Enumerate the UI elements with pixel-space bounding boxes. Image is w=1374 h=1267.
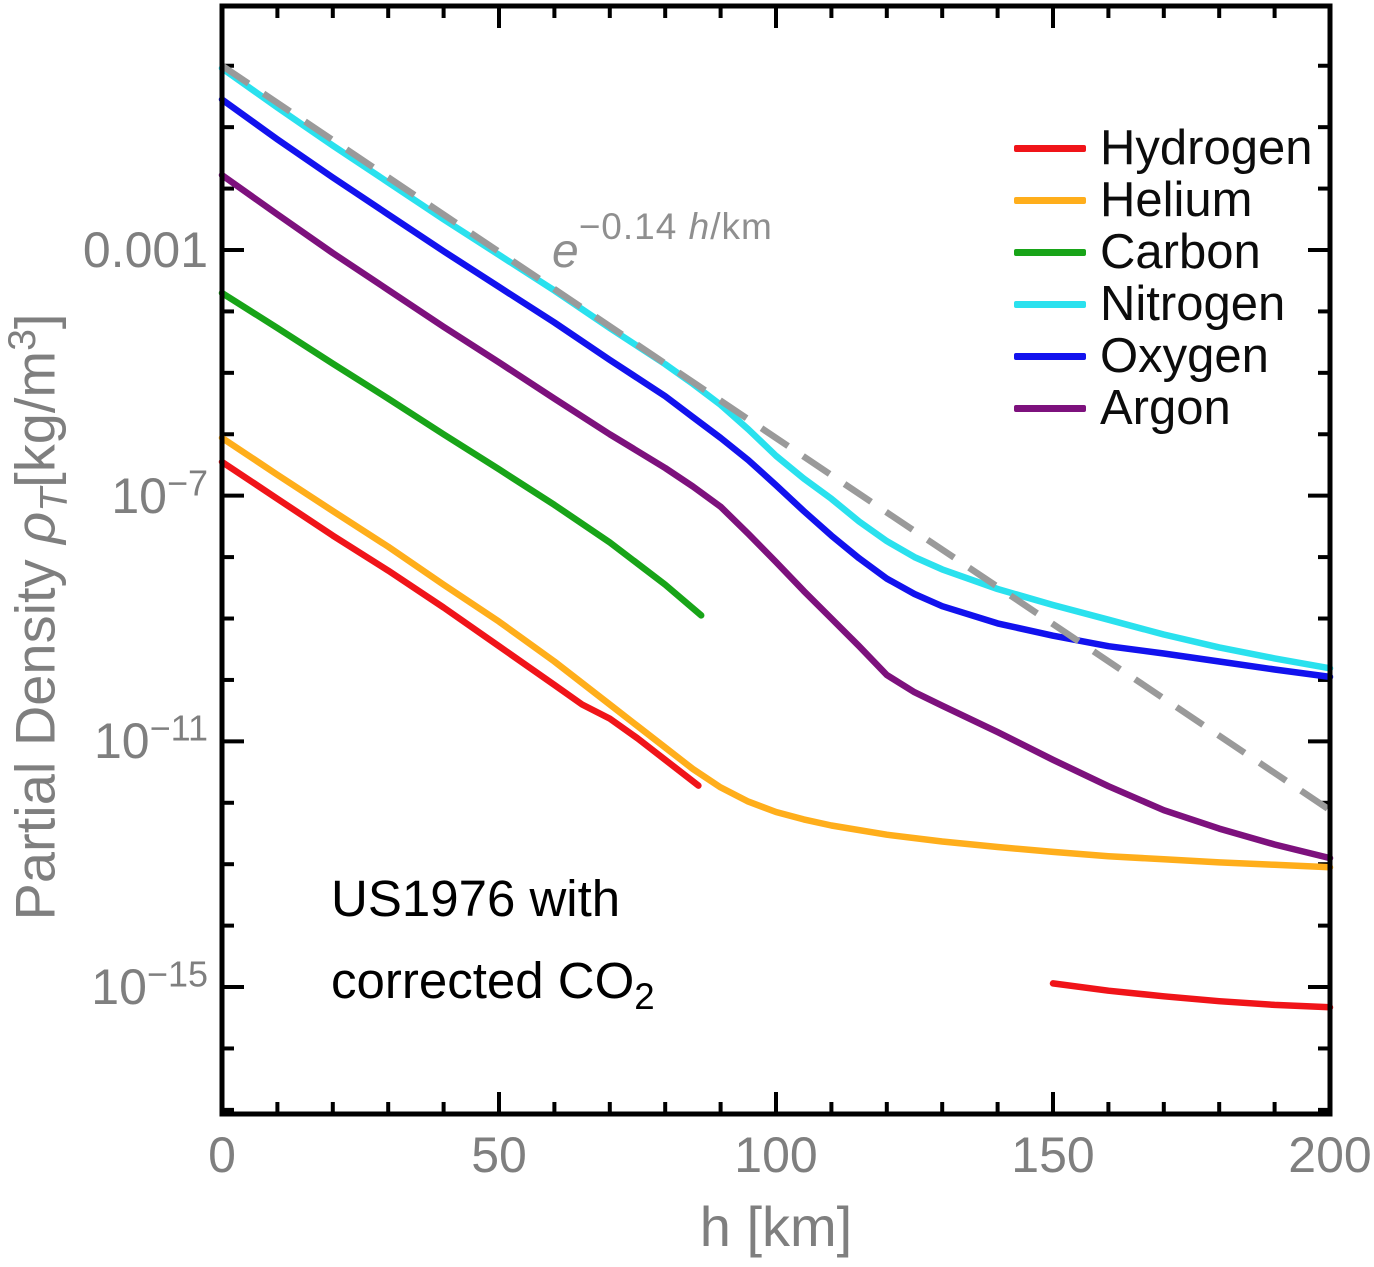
model-annotation: US1976 with corrected CO2 [331,858,655,1038]
legend-item-oxygen: Oxygen [1014,330,1312,382]
nitrogen-line-swatch [1014,300,1086,308]
curve-hydrogen-seg1 [218,458,702,789]
curve-nitrogen [218,64,1334,672]
x-tick-label-150: 150 [1011,1127,1095,1183]
plot-frame [219,3,1333,1117]
curve-carbon [218,289,705,619]
legend-label: Hydrogen [1100,121,1313,175]
x-tick-label-0: 0 [208,1127,236,1183]
oxygen-line-swatch [1014,352,1086,360]
y-tick-label-1e-15: 10−15 [91,953,208,1015]
model-annotation-line2: corrected CO2 [331,952,655,1018]
y-tick-label-1e-7: 10−7 [111,462,208,524]
legend-item-nitrogen: Nitrogen [1014,278,1312,330]
argon-line-swatch [1014,404,1086,412]
curve-argon [218,171,1334,862]
legend-item-carbon: Carbon [1014,226,1312,278]
curve-e-0-14-h-km-reference [220,63,1332,813]
legend-item-helium: Helium [1014,174,1312,226]
x-axis-label: h [km] [699,1195,853,1258]
legend-item-hydrogen: Hydrogen [1014,122,1312,174]
legend-label: Nitrogen [1100,277,1286,331]
legend-label: Carbon [1100,225,1261,279]
y-tick-label-0.001: 0.001 [82,222,208,278]
legend-label: Argon [1100,381,1231,435]
curve-oxygen [218,96,1334,681]
legend-label: Oxygen [1100,329,1269,383]
carbon-line-swatch [1014,248,1086,256]
curve-helium [218,434,1334,871]
legend-item-argon: Argon [1014,382,1312,434]
legend-label: Helium [1100,173,1253,227]
helium-line-swatch [1014,196,1086,204]
y-tick-label-1e-11: 10−11 [93,707,208,769]
x-tick-label-200: 200 [1288,1127,1372,1183]
curve-hydrogen-seg2 [1049,980,1334,1011]
y-axis-label: Partial Density ρT[kg/m3] [1,313,76,921]
model-annotation-line1: US1976 with [331,870,621,927]
x-tick-label-50: 50 [471,1127,527,1183]
hydrogen-line-swatch [1014,144,1086,152]
x-tick-label-100: 100 [734,1127,818,1183]
legend: Hydrogen Helium Carbon Nitrogen Oxygen A… [1014,122,1312,434]
exponential-fit-annotation: e−0.14 h/km [552,206,773,278]
